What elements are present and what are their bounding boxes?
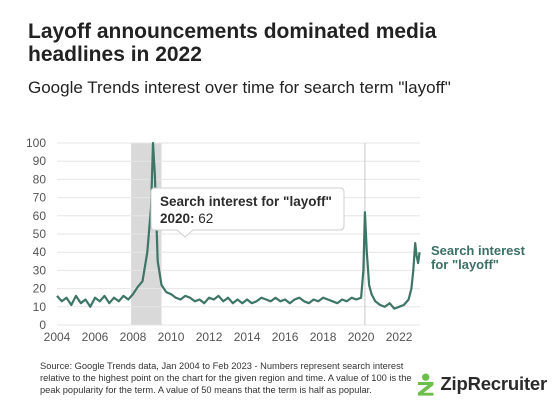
y-tick-label: 40 — [33, 245, 47, 259]
y-tick-label: 70 — [33, 191, 47, 205]
x-tick-label: 2012 — [196, 330, 223, 344]
x-tick-label: 2022 — [386, 330, 413, 344]
callout-year: 2020: — [160, 211, 195, 226]
y-tick-label: 100 — [26, 136, 46, 150]
chart-title: Layoff announcements dominated media hea… — [28, 20, 437, 66]
x-tick-label: 2020 — [348, 330, 375, 344]
x-tick-label: 2006 — [82, 330, 109, 344]
x-tick-label: 2008 — [120, 330, 147, 344]
y-tick-label: 0 — [39, 318, 46, 332]
callout-title: Search interest for "layoff" — [160, 194, 332, 209]
y-tick-label: 80 — [33, 172, 47, 186]
chart-subtitle: Google Trends interest over time for sea… — [28, 78, 451, 97]
x-tick-label: 2010 — [158, 330, 185, 344]
callout-annotation: Search interest for "layoff" 2020: 62 — [150, 187, 345, 238]
y-tick-label: 60 — [33, 209, 47, 223]
callout-box — [150, 187, 345, 238]
x-tick-label: 2018 — [310, 330, 337, 344]
x-tick-label: 2014 — [234, 330, 261, 344]
y-tick-label: 30 — [33, 263, 47, 277]
ziprecruiter-logo-icon — [417, 373, 434, 396]
brand-name: ZipRecruiter — [440, 373, 547, 394]
series-line — [56, 141, 421, 310]
y-tick-label: 90 — [33, 154, 47, 168]
x-tick-label: 2004 — [44, 330, 71, 344]
y-tick-label: 20 — [33, 282, 47, 296]
plot-area: 0 10 20 30 40 50 60 70 80 90 100 2004 2006 2008 2010 20… — [26, 136, 421, 344]
series-label: Search interest — [431, 243, 526, 258]
callout-number: 62 — [198, 211, 213, 226]
series-label-line2: for "layoff" — [431, 257, 499, 272]
brand-logo: ZipRecruiter — [415, 370, 547, 398]
x-tick-label: 2016 — [272, 330, 299, 344]
source-note: Source: Google Trends data, Jan 2004 to … — [40, 361, 412, 395]
y-tick-label: 50 — [33, 227, 47, 241]
callout-value: 2020: 62 — [160, 211, 213, 226]
y-tick-label: 10 — [33, 300, 47, 314]
